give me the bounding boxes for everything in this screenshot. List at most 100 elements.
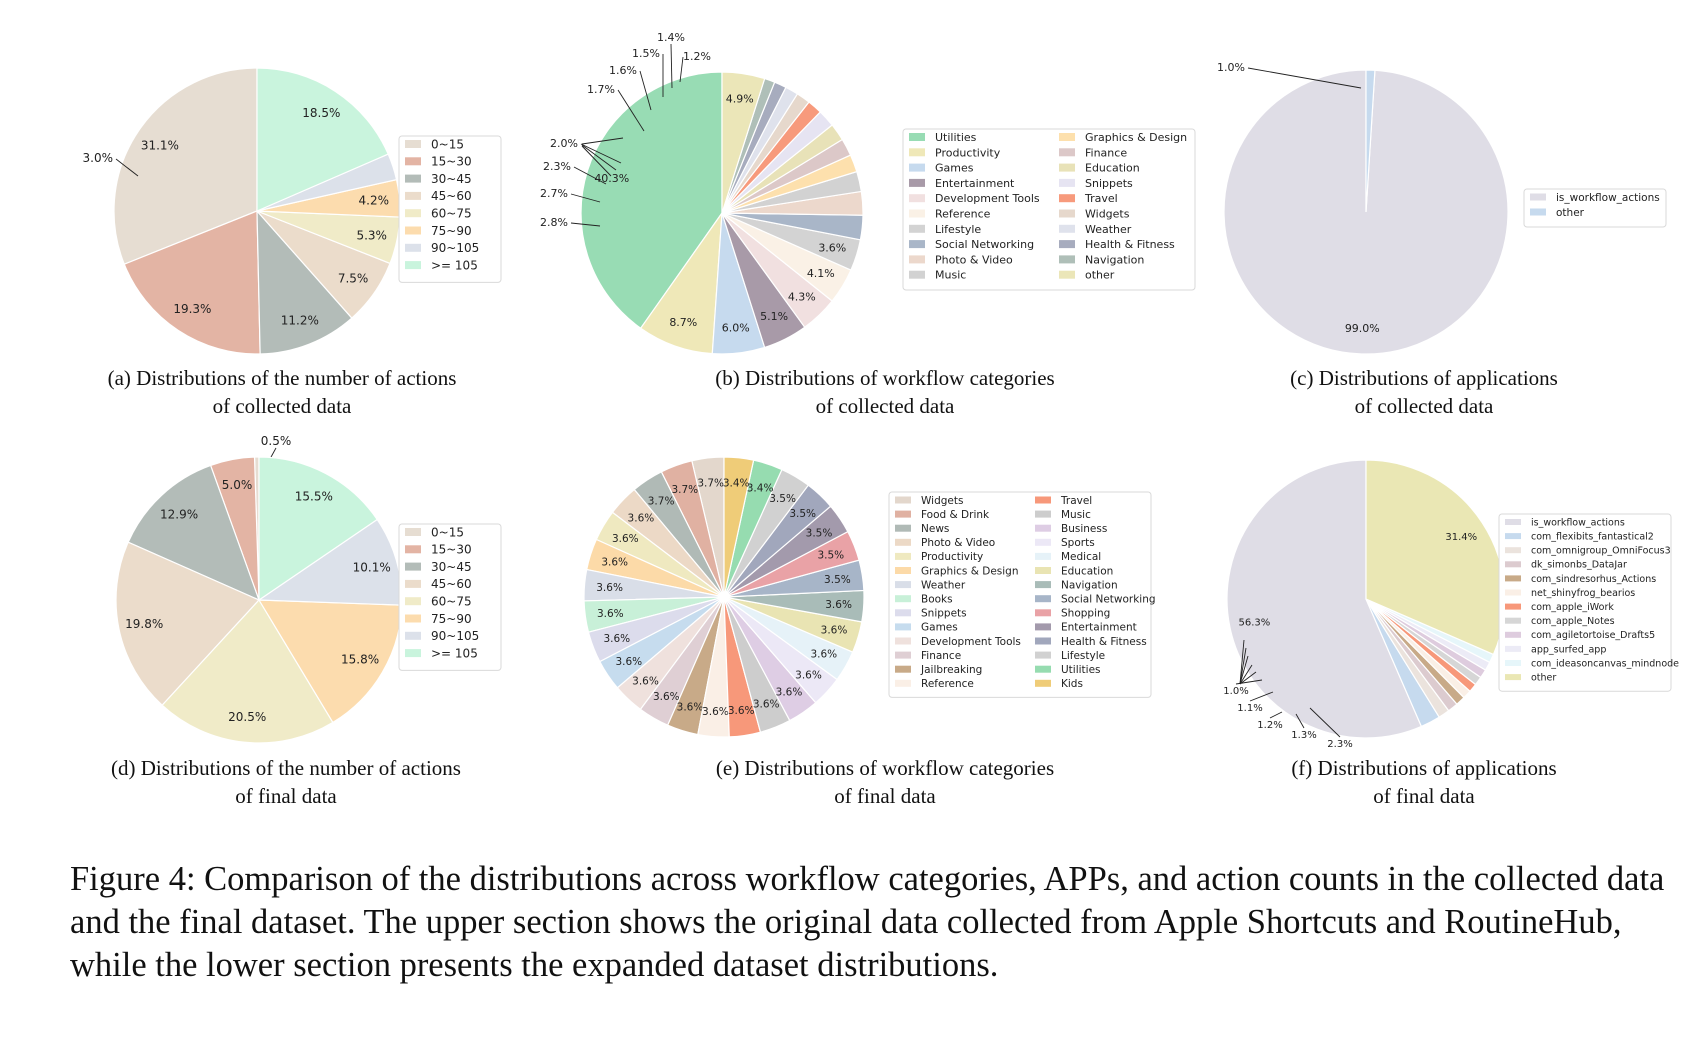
pie-slice: [123, 210, 261, 355]
legend-swatch: [405, 226, 421, 235]
legend-swatch: [1505, 533, 1521, 540]
legend-swatch: [1059, 224, 1075, 233]
slice-label: 4.3%: [788, 291, 816, 304]
legend-entry: 15~30: [431, 155, 472, 169]
legend-entry: Graphics & Design: [1085, 131, 1187, 144]
legend-swatch: [895, 623, 911, 631]
slice-label: 1.6%: [609, 64, 637, 77]
slice-label: 3.6%: [596, 582, 623, 594]
legend-entry: Reference: [921, 678, 974, 690]
subcaption-line: of final data: [235, 784, 337, 808]
pie-slice: [161, 599, 334, 744]
slice-label: 31.4%: [1445, 532, 1477, 543]
slice-label: 3.6%: [628, 512, 655, 524]
slice-label: 2.3%: [543, 160, 571, 173]
legend-swatch: [909, 224, 925, 233]
slice-label: 4.9%: [726, 93, 754, 106]
leader-line: [580, 143, 622, 164]
legend-entry: Health & Fitness: [1061, 636, 1147, 648]
pie-slice: [127, 464, 261, 602]
legend-swatch: [405, 243, 421, 252]
slice-label: 8.7%: [669, 316, 697, 329]
pie-slice: [258, 456, 379, 602]
legend-swatch: [405, 597, 421, 606]
legend-entry: 60~75: [431, 207, 472, 221]
legend-swatch: [1059, 270, 1075, 279]
pie-slice: [256, 209, 353, 355]
legend-swatch: [1505, 660, 1521, 666]
legend: Widgets Food & Drink News Photo & Video Prod…: [888, 491, 1156, 698]
leader-line: [1249, 691, 1274, 702]
slice-label: 7.5%: [338, 271, 369, 285]
subcaption-line: (d) Distributions of the number of actio…: [111, 756, 461, 780]
leader-line: [115, 158, 139, 177]
leader-line: [581, 144, 617, 171]
slice-label: 4.2%: [359, 194, 390, 208]
pie-slice: [256, 67, 389, 212]
legend-swatch: [895, 637, 911, 645]
legend-entry: Productivity: [935, 146, 1001, 159]
legend-swatch: [895, 595, 911, 603]
legend: 0~15 15~30 30~45 45~60 60~75 75~90 90~105 >= 10…: [398, 135, 502, 283]
legend-swatch: [895, 609, 911, 617]
legend-entry: Sports: [1061, 537, 1095, 549]
legend-entry: Lifestyle: [1061, 650, 1105, 662]
legend: Utilities Productivity Games Entertainment D…: [902, 128, 1196, 291]
legend-entry: Development Tools: [935, 192, 1040, 205]
legend-entry: Food & Drink: [921, 509, 990, 521]
legend-entry: >= 105: [431, 646, 478, 660]
subcaption-line: of collected data: [1355, 394, 1494, 418]
legend-entry: Health & Fitness: [1085, 238, 1175, 251]
slice-label: 3.7%: [648, 496, 675, 508]
slice-label: 3.6%: [677, 701, 704, 713]
legend-entry: 0~15: [431, 525, 464, 539]
legend-swatch: [1530, 208, 1546, 216]
legend-entry: Entertainment: [1061, 622, 1137, 634]
legend-swatch: [405, 209, 421, 218]
legend-swatch: [1505, 589, 1521, 596]
subcaption-line: (a) Distributions of the number of actio…: [108, 366, 457, 390]
legend-swatch: [1035, 581, 1051, 589]
leader-line: [573, 166, 607, 185]
slice-label: 0.5%: [261, 434, 292, 448]
legend-entry: Navigation: [1061, 579, 1118, 591]
leader-line: [1247, 67, 1362, 89]
legend-swatch: [1035, 609, 1051, 617]
legend-swatch: [405, 562, 421, 571]
legend-swatch: [405, 614, 421, 623]
subcaption-line: (c) Distributions of applications: [1290, 366, 1558, 390]
pie-slice: [113, 67, 258, 266]
legend-entry: com_sindresorhus_Actions: [1531, 574, 1656, 585]
legend-entry: dk_simonbs_DataJar: [1531, 560, 1627, 571]
slice-label: 11.2%: [281, 313, 319, 327]
legend-entry: Education: [1085, 162, 1140, 175]
slice-label: 3.0%: [83, 151, 114, 165]
subcaption-line: (b) Distributions of workflow categories: [715, 366, 1054, 390]
leader-line: [1309, 707, 1341, 738]
legend-swatch: [1059, 240, 1075, 249]
leader-line: [570, 222, 601, 227]
leader-line: [1239, 655, 1249, 685]
legend-entry: 45~60: [431, 189, 472, 203]
slice-label: 3.6%: [810, 649, 837, 661]
legend-swatch: [1505, 519, 1521, 525]
legend-entry: Development Tools: [921, 636, 1021, 648]
legend-entry: Utilities: [1061, 664, 1101, 676]
legend-swatch: [1505, 561, 1521, 568]
legend-entry: 15~30: [431, 543, 472, 557]
legend-entry: Jailbreaking: [920, 664, 982, 676]
legend-entry: com_omnigroup_OmniFocus3: [1531, 546, 1671, 557]
slice-label: 20.5%: [228, 710, 266, 724]
legend-swatch: [909, 240, 925, 249]
slice-label: 19.3%: [173, 302, 211, 316]
slice-label: 56.3%: [1239, 618, 1271, 629]
legend-swatch: [405, 631, 421, 640]
legend-swatch: [895, 665, 911, 673]
leader-line: [581, 137, 624, 145]
legend-entry: Graphics & Design: [921, 565, 1018, 577]
slice-label: 3.5%: [769, 493, 796, 505]
slice-label: 3.4%: [723, 478, 750, 490]
legend-entry: Navigation: [1085, 253, 1144, 266]
slice-label: 3.6%: [728, 705, 755, 717]
slice-label: 99.0%: [1345, 322, 1380, 335]
